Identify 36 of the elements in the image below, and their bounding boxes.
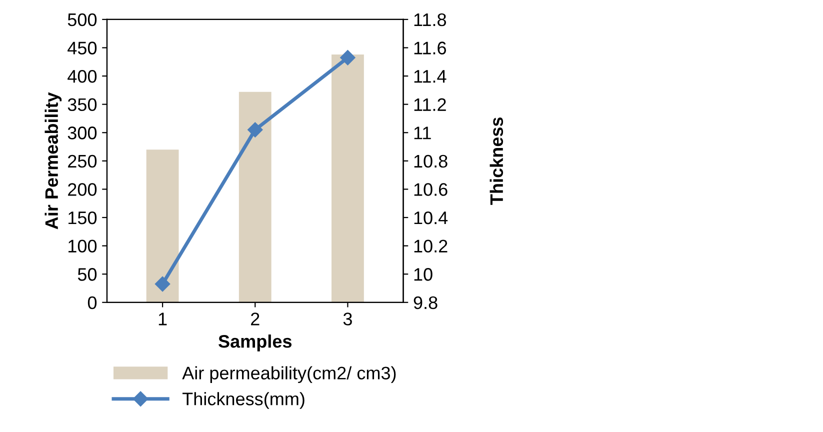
y2-axis-title: Thickness (490, 118, 504, 205)
y2-tick-label: 11.8 (414, 13, 446, 26)
y-tick-label: 500 (68, 13, 97, 26)
y2-tick-label: 11.4 (414, 70, 446, 83)
y-tick-label: 50 (78, 268, 97, 281)
x-tick-label: 3 (343, 312, 352, 326)
bar (238, 92, 272, 302)
y-tick-label: 250 (68, 154, 97, 168)
y-tick-label: 0 (88, 296, 97, 310)
y-tick-label: 350 (68, 98, 97, 112)
y2-tick-label: 9.8 (414, 296, 438, 310)
x-tick-label: 2 (251, 312, 260, 326)
y-tick-label: 200 (68, 183, 97, 196)
y2-tick-label: 10.8 (414, 154, 448, 168)
bar (146, 150, 179, 302)
y2-tick-label: 11 (414, 126, 431, 140)
point (340, 50, 356, 66)
x-axis-title: Samples (218, 334, 292, 352)
y-tick-label: 400 (68, 70, 97, 83)
y-axis-title: Air Permeability (44, 92, 62, 230)
legend-label: Thickness(mm) (182, 392, 304, 409)
y-tick-label: 450 (68, 42, 97, 54)
x-tick-label: 1 (158, 312, 167, 326)
y2-tick-label: 10.6 (414, 183, 448, 196)
y-tick-label: 100 (68, 240, 97, 253)
y2-tick-label: 10 (414, 268, 432, 281)
y-tick-label: 150 (68, 211, 97, 224)
bar (332, 54, 364, 302)
y2-tick-label: 10.4 (414, 211, 448, 224)
point (248, 122, 263, 138)
y2-tick-label: 11.6 (414, 42, 446, 54)
y2-tick-label: 11.2 (414, 98, 446, 111)
y-tick-label: 300 (68, 126, 97, 140)
legend-label: Air permeability(cm2/ cm3) (182, 366, 396, 384)
point (154, 276, 170, 292)
y2-tick-label: 10.2 (414, 240, 448, 253)
